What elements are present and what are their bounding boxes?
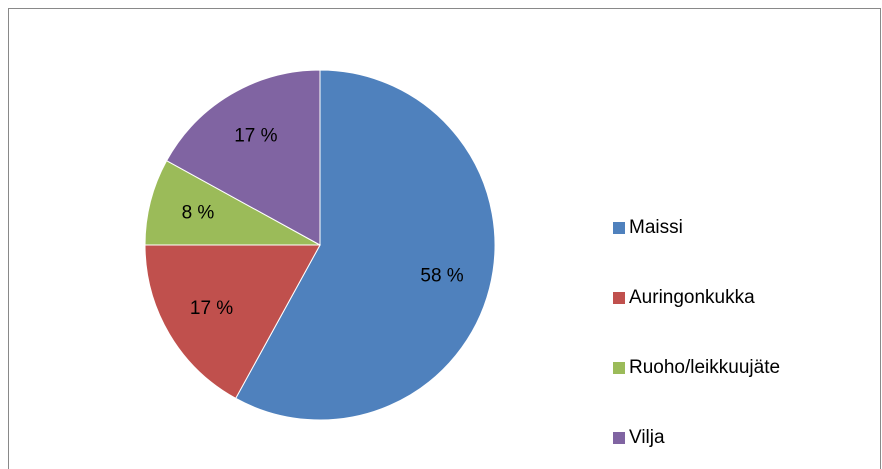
- legend-swatch: [613, 362, 625, 374]
- legend-label: Maissi: [629, 217, 683, 238]
- data-label: 58 %: [420, 265, 463, 286]
- legend-swatch: [613, 222, 625, 234]
- legend-swatch: [613, 292, 625, 304]
- legend-swatch: [613, 432, 625, 444]
- pie-slice: [165, 69, 321, 246]
- data-label: 17 %: [190, 298, 233, 319]
- legend-label: Vilja: [629, 427, 665, 448]
- legend-label: Ruoho/leikkuujäte: [629, 357, 780, 378]
- data-label: 17 %: [234, 126, 277, 147]
- data-label: 8 %: [182, 203, 215, 224]
- pie-slice: [144, 244, 321, 400]
- legend-label: Auringonkukka: [629, 287, 755, 308]
- pie-slice: [235, 69, 496, 421]
